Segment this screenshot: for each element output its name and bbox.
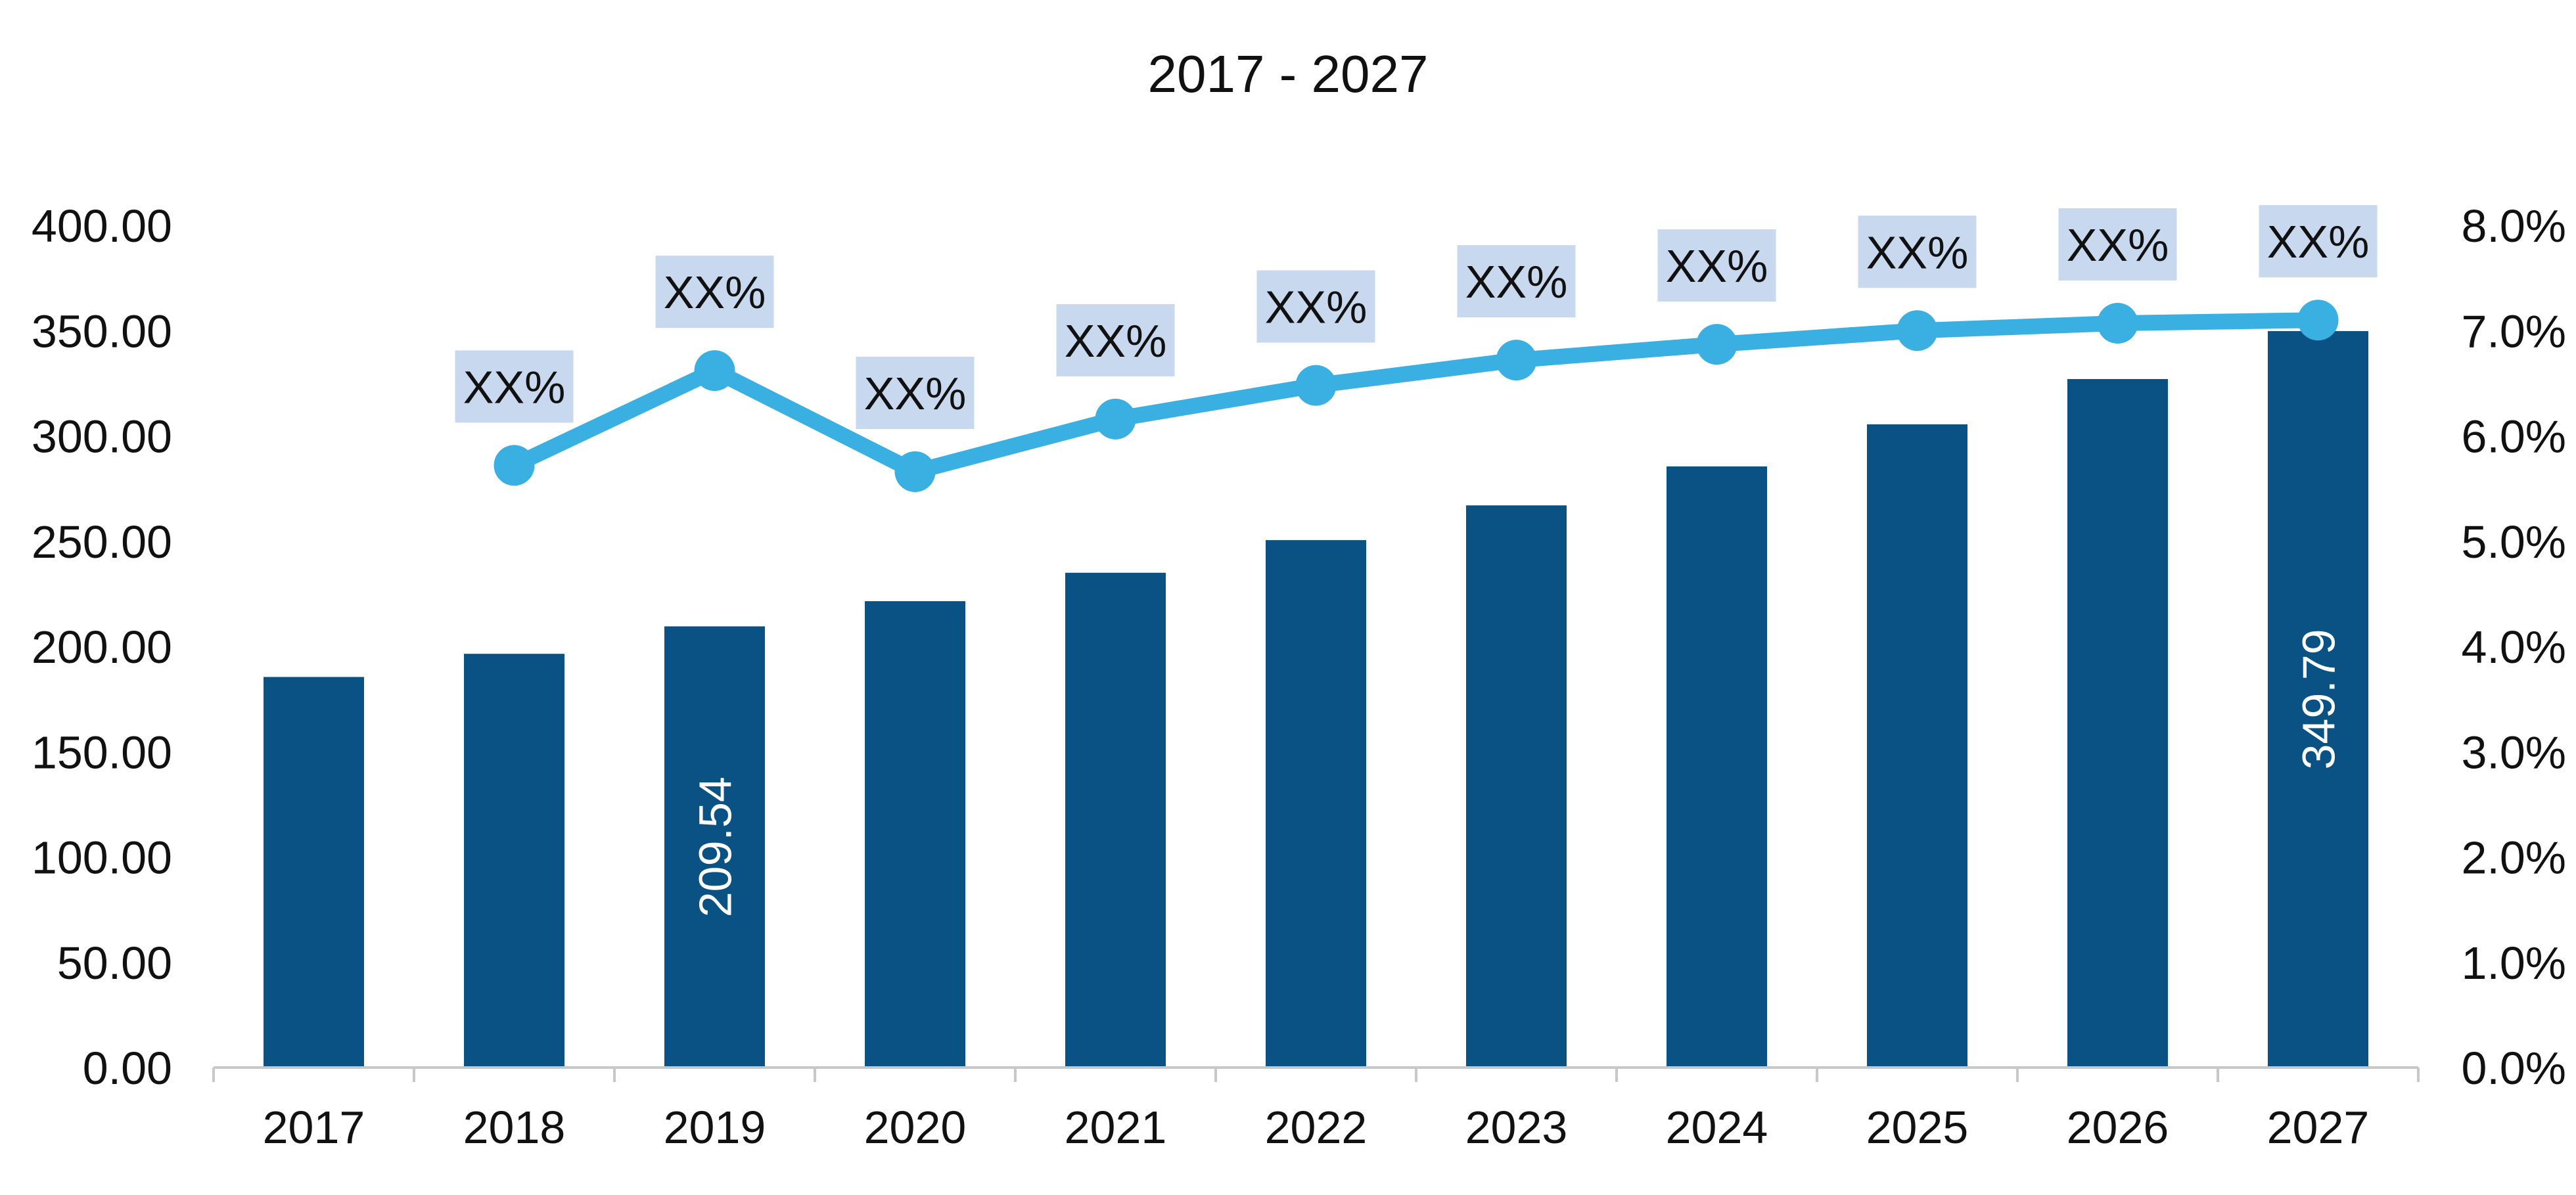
point-label-2018: XX% [463, 361, 566, 413]
x-axis-tick-label: 2021 [1065, 1102, 1167, 1153]
x-axis-tick-label: 2026 [2067, 1102, 2169, 1153]
point-label-box [1056, 304, 1175, 376]
left-axis-tick-label: 50.00 [57, 937, 172, 989]
point-label-2023: XX% [1465, 256, 1568, 307]
line-point-2020 [894, 451, 936, 492]
data-labels: XX% XX% XX% XX% XX% XX% XX% XX% XX% XX% 209.54 349.… [455, 205, 2378, 917]
point-label-box [2058, 208, 2177, 281]
bar-2024 [1667, 466, 1767, 1068]
right-axis-ticks: 0.0% 1.0% 2.0% 3.0% 4.0% 5.0% 6.0% 7.0% 8.0% [2461, 200, 2566, 1094]
point-label-2022: XX% [1265, 282, 1368, 333]
line-point-2026 [2097, 303, 2138, 344]
x-axis-tick-label: 2019 [664, 1102, 766, 1153]
x-axis-tick-label: 2025 [1866, 1102, 1969, 1153]
line-point-2024 [1696, 324, 1737, 365]
right-axis-tick-label: 2.0% [2461, 832, 2566, 884]
x-axis-tick-label: 2020 [864, 1102, 967, 1153]
right-axis-tick-label: 3.0% [2461, 727, 2566, 778]
line-point-2025 [1897, 310, 1938, 351]
x-axis-tick-label: 2027 [2267, 1102, 2370, 1153]
point-label-2026: XX% [2067, 219, 2169, 271]
line-point-2021 [1095, 398, 1136, 440]
right-axis-tick-label: 5.0% [2461, 516, 2566, 568]
chart-title: 2017 - 2027 [1147, 45, 1428, 103]
line-point-2019 [694, 350, 735, 392]
point-label-2024: XX% [1666, 240, 1768, 292]
point-label-2019: XX% [664, 267, 766, 318]
line-series [494, 300, 2339, 492]
left-axis-tick-label: 100.00 [32, 832, 172, 884]
point-label-box [856, 356, 975, 429]
bar-value-label-2019: 209.54 [690, 777, 741, 917]
point-label-box [2259, 205, 2378, 278]
left-axis-tick-label: 150.00 [32, 727, 172, 778]
point-label-box [1457, 245, 1576, 318]
bar-2020 [865, 601, 965, 1068]
right-axis-tick-label: 0.0% [2461, 1043, 2566, 1094]
line-point-2022 [1295, 365, 1337, 406]
bar-2026 [2067, 378, 2168, 1068]
point-label-box [1256, 270, 1375, 343]
bar-2023 [1466, 505, 1567, 1068]
point-label-box [1858, 215, 1977, 288]
left-axis-tick-label: 400.00 [32, 200, 172, 252]
left-axis-tick-label: 0.00 [83, 1043, 172, 1094]
line-point-2018 [494, 445, 535, 486]
bar-value-label-2027: 349.79 [2293, 629, 2345, 769]
line-point-2023 [1496, 340, 1537, 381]
x-axis-tick-label: 2017 [263, 1102, 365, 1153]
right-axis-tick-label: 8.0% [2461, 200, 2566, 252]
right-axis-tick-label: 4.0% [2461, 621, 2566, 673]
line-point-2027 [2297, 300, 2339, 341]
point-label-2020: XX% [864, 368, 967, 419]
left-axis-ticks: 0.00 50.00 100.00 150.00 200.00 250.00 300.00 3… [32, 200, 172, 1094]
right-axis-tick-label: 6.0% [2461, 411, 2566, 462]
x-axis: 2017 2018 2019 2020 2021 2022 2023 2024 2025 2026… [212, 1066, 2420, 1153]
x-axis-tick-label: 2024 [1666, 1102, 1768, 1153]
point-label-box [655, 256, 774, 328]
x-axis-tick-label: 2018 [463, 1102, 566, 1153]
left-axis-tick-label: 300.00 [32, 411, 172, 462]
point-label-2027: XX% [2267, 216, 2370, 267]
right-axis-tick-label: 1.0% [2461, 937, 2566, 989]
point-label-2025: XX% [1866, 227, 1969, 278]
left-axis-tick-label: 350.00 [32, 305, 172, 357]
point-label-box [455, 350, 574, 423]
bar-2017 [264, 677, 364, 1068]
bar-2025 [1867, 424, 1967, 1068]
bar-2018 [464, 654, 564, 1068]
bar-series [264, 330, 2368, 1068]
bar-2022 [1266, 540, 1366, 1068]
left-axis-tick-label: 200.00 [32, 621, 172, 673]
x-axis-tick-label: 2023 [1465, 1102, 1568, 1153]
point-label-box [1657, 229, 1776, 302]
x-axis-tick-label: 2022 [1265, 1102, 1368, 1153]
left-axis-tick-label: 250.00 [32, 516, 172, 568]
point-label-2021: XX% [1065, 315, 1167, 367]
growth-line [506, 312, 2326, 480]
bar-2021 [1065, 572, 1166, 1068]
right-axis-tick-label: 7.0% [2461, 305, 2566, 357]
bar-2027 [2268, 330, 2368, 1068]
bar-2019 [664, 626, 765, 1068]
